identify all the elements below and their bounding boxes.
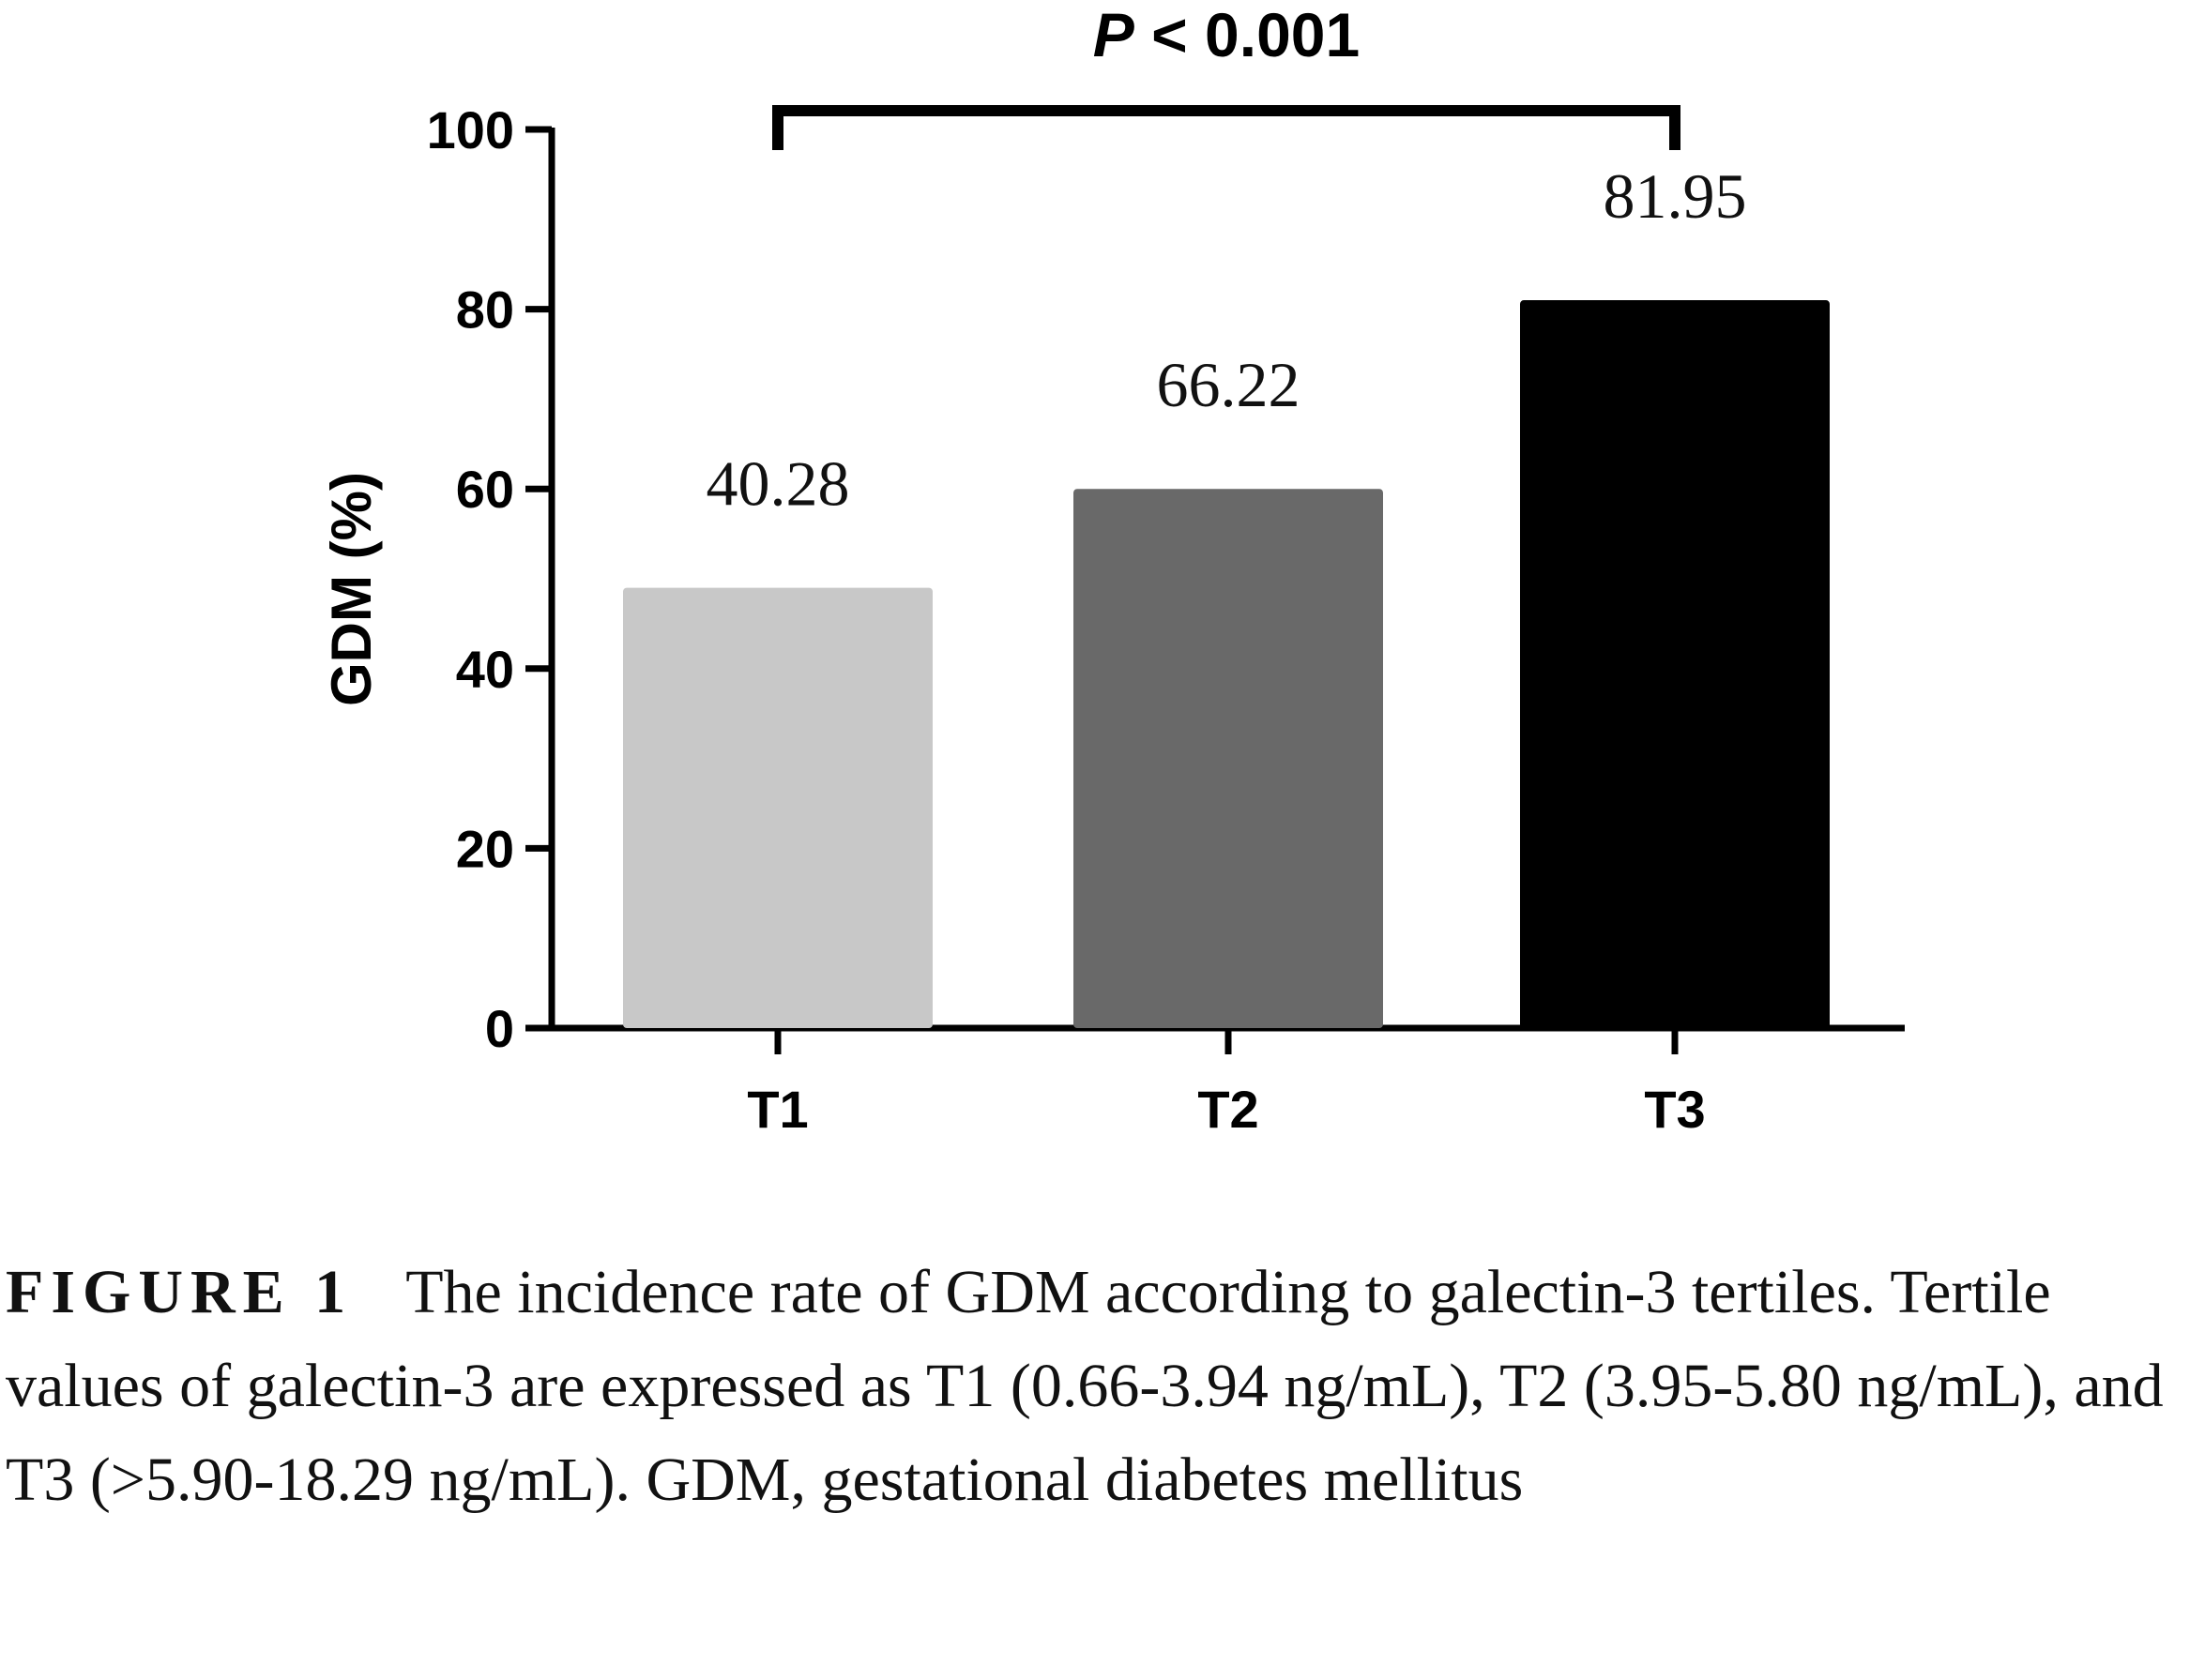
y-tick-label-20: 20 bbox=[456, 819, 514, 878]
x-tick-label-t3: T3 bbox=[1644, 1080, 1705, 1139]
bracket-line bbox=[772, 105, 1680, 150]
y-tick-label-60: 60 bbox=[456, 460, 514, 519]
y-tick-label-0: 0 bbox=[485, 999, 514, 1058]
figure-caption: FIGURE 1 The incidence rate of GDM accord… bbox=[6, 1246, 2192, 1527]
x-axis: T1 T2 T3 bbox=[549, 1024, 1905, 1139]
significance-bracket: P < 0.001 bbox=[772, 0, 1680, 150]
x-tick-label-t2: T2 bbox=[1197, 1080, 1258, 1139]
bar-t1 bbox=[623, 587, 933, 1028]
y-tick-label-80: 80 bbox=[456, 280, 514, 340]
y-tick-label-100: 100 bbox=[427, 100, 514, 159]
value-label-t2: 66.22 bbox=[1157, 349, 1300, 420]
y-tick-label-40: 40 bbox=[456, 640, 514, 699]
bars: 40.28 66.22 81.95 bbox=[623, 160, 1830, 1028]
y-axis: 0 20 40 60 80 100 bbox=[427, 100, 555, 1058]
caption-text: The incidence rate of GDM according to g… bbox=[6, 1258, 2164, 1514]
bar-chart: 0 20 40 60 80 100 T1 T2 T3 40.28 66.22 81.95 P < … bbox=[320, 0, 1905, 1139]
bar-t3 bbox=[1520, 300, 1830, 1028]
p-value-label: P < 0.001 bbox=[1093, 0, 1360, 69]
value-label-t3: 81.95 bbox=[1604, 160, 1747, 232]
bar-t2 bbox=[1073, 489, 1383, 1028]
figure-label: FIGURE 1 bbox=[6, 1258, 354, 1326]
x-tick-label-t1: T1 bbox=[747, 1080, 808, 1139]
value-label-t1: 40.28 bbox=[707, 448, 850, 520]
y-axis-label: GDM (%) bbox=[320, 472, 383, 706]
